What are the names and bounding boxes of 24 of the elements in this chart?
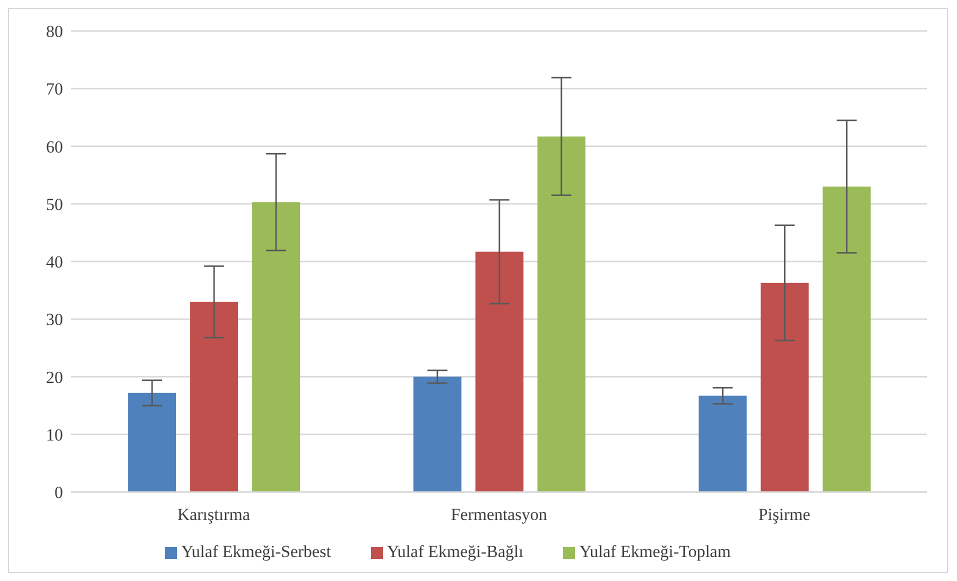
bar [822,186,871,492]
y-tick-label: 20 [46,368,63,387]
bar [698,396,747,492]
y-tick-label: 40 [46,252,63,272]
bar [190,302,238,492]
y-tick-label: 70 [46,80,63,99]
legend-label: Yulaf Ekmeği-Toplam [579,542,731,561]
bar [413,376,462,492]
x-tick-label: Karıştırma [177,505,250,524]
x-tick-label: Pişirme [758,505,810,524]
x-tick-label: Fermentasyon [450,505,548,524]
y-tick-label: 60 [46,137,63,156]
bar [760,282,809,492]
bar [475,252,524,492]
y-tick-label: 30 [46,310,63,330]
y-tick-label: 50 [46,194,63,214]
y-tick-label: 80 [46,22,63,42]
bar [252,202,300,492]
y-tick-label: 10 [46,425,63,444]
legend-label: Yulaf Ekmeği-Bağlı [386,542,524,561]
bar [537,136,586,492]
bar [128,392,176,492]
y-tick-label: 0 [54,483,63,502]
legend-label: Yulaf Ekmeği-Serbest [181,542,331,561]
